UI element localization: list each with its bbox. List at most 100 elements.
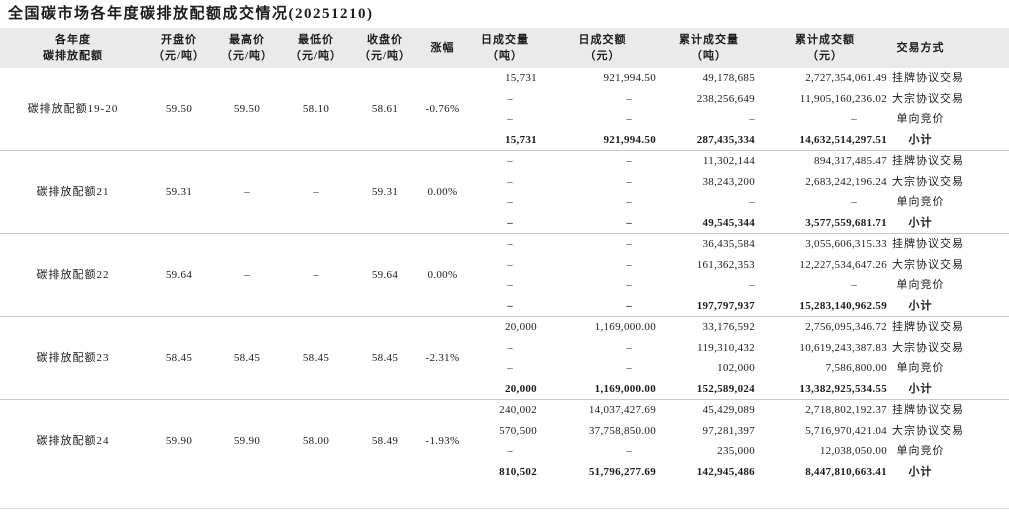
daily-volume-cell: 240,002 [499,404,537,416]
cum-amount-cell: – [851,113,857,125]
daily-volume-cell: – [507,238,513,250]
low-price-cell: – [282,150,350,234]
table-row: – – 102,000 7,586,800.00 单向竞价 [0,358,1009,379]
daily-volume-cell: – [465,212,545,234]
trade-method-cell: 大宗协议交易 [892,258,964,271]
cum-amount-cell: 11,905,160,236.02 [799,92,887,105]
trade-method-cell: 大宗协议交易 [892,175,964,188]
cum-volume-cell: – [749,113,755,125]
trade-method-cell: 单向竞价 [896,196,945,208]
close-price-cell: 58.49 [371,434,399,447]
header-change: 涨幅 [420,28,465,68]
subtotal-row: 810,502 51,796,277.69 142,945,486 8,447,810… [0,462,1009,483]
header-daily-volume: 日成交量 （吨） [465,28,545,68]
cum-volume-cell: 238,256,649 [696,92,755,105]
cum-amount-cell: 2,727,354,061.49 [805,72,887,84]
table-row: – – 38,243,200 2,683,242,196.24 大宗协议交易 [0,172,1009,193]
daily-volume-cell: – [507,362,513,374]
cum-volume-cell: 33,176,592 [702,321,755,333]
subtotal-row: 15,731 921,994.50 287,435,334 14,632,514,29… [0,129,1009,151]
cum-volume-cell: 235,000 [717,445,755,457]
open-price-cell: 59.90 [165,434,193,447]
cum-volume-cell: 36,435,584 [702,238,755,250]
change-cell: -1.93% [425,434,460,447]
daily-amount-cell: 921,994.50 [603,72,656,84]
change-cell: 0.00% [420,150,465,234]
daily-volume-cell: 15,731 [504,72,537,84]
trade-method-cell: 大宗协议交易 [892,92,964,105]
high-price-cell: 58.45 [212,316,282,400]
trade-method-cell: 大宗协议交易 [892,424,964,437]
trade-method-cell: 挂牌协议交易 [892,404,964,416]
trade-method-cell: 挂牌协议交易 [892,155,964,167]
daily-amount-cell: 14,037,427.69 [588,404,656,416]
cum-volume-cell: 102,000 [717,362,755,374]
cum-volume-cell: 45,429,089 [702,404,755,416]
high-price-cell: 59.90 [233,434,261,447]
header-open-price: 开盘价 （元/吨） [146,28,212,68]
cum-volume-cell: – [749,196,755,208]
daily-amount-cell: 1,169,000.00 [545,378,660,400]
daily-volume-cell: 570,500 [499,424,537,437]
close-price-cell: 58.61 [350,68,420,151]
cum-amount-cell: 12,227,534,647.26 [799,258,887,271]
daily-amount-cell: 51,796,277.69 [588,465,656,478]
cum-amount-cell: 2,756,095,346.72 [805,321,887,333]
cum-volume-cell: 197,797,937 [660,295,758,317]
daily-volume-cell: – [507,113,513,125]
low-price-cell: 58.45 [282,316,350,400]
cum-volume-cell: 142,945,486 [696,465,755,478]
header-low-price: 最低价 （元/吨） [282,28,350,68]
year-quota-cell: 碳排放配额24 [36,434,110,447]
table-row: – – – – 单向竞价 [0,109,1009,130]
table-row: 碳排放配额19-20 59.50 59.50 58.10 58.61 -0.76% 15,7… [0,68,1009,151]
cum-volume-cell: 49,545,344 [660,212,758,234]
cum-volume-cell: 152,589,024 [660,378,758,400]
year-quota-cell: 碳排放配额23 [0,316,146,400]
daily-volume-cell: 810,502 [499,465,537,478]
daily-amount-cell: 921,994.50 [545,129,660,151]
cum-amount-cell: 10,619,243,387.83 [799,341,887,354]
trade-method-cell: 小计 [908,465,933,478]
cum-volume-cell: 38,243,200 [702,175,755,188]
cum-amount-cell: 2,683,242,196.24 [805,175,887,188]
close-price-cell: 59.64 [350,233,420,317]
high-price-cell: 59.50 [212,68,282,151]
table-row: – – 235,000 12,038,050.00 单向竞价 [0,441,1009,462]
daily-volume-cell: 20,000 [504,321,537,333]
daily-volume-cell: – [507,92,513,105]
header-trade-method: 交易方式 [892,28,1009,68]
cum-amount-cell: 3,055,606,315.33 [805,238,887,250]
daily-amount-cell: – [545,212,660,234]
daily-amount-cell: – [626,238,632,250]
cum-volume-cell: 287,435,334 [660,129,758,151]
header-year-quota: 各年度 碳排放配额 [0,28,146,68]
header-close-price: 收盘价 （元/吨） [350,28,420,68]
cum-amount-cell: 7,586,800.00 [825,362,887,374]
carbon-trading-table-wrap: 各年度 碳排放配额 开盘价 （元/吨） 最高价 （元/吨） 最低价 （元/吨） 收盘价（… [0,28,1009,509]
table-row: – – 161,362,353 12,227,534,647.26 大宗协议交易 [0,255,1009,276]
carbon-trading-table: 各年度 碳排放配额 开盘价 （元/吨） 最高价 （元/吨） 最低价 （元/吨） 收盘价（… [0,28,1009,482]
open-price-cell: 59.64 [146,233,212,317]
trade-method-cell: 挂牌协议交易 [892,238,964,250]
open-price-cell: 59.31 [146,150,212,234]
high-price-cell: – [212,150,282,234]
daily-volume-cell: 15,731 [465,129,545,151]
trade-method-cell: 单向竞价 [896,113,945,125]
trade-method-cell: 单向竞价 [896,445,945,457]
change-cell: -2.31% [420,316,465,400]
year-quota-cell: 碳排放配额21 [0,150,146,234]
table-body: 碳排放配额19-20 59.50 59.50 58.10 58.61 -0.76% 15,7… [0,68,1009,482]
open-price-cell: 59.50 [146,68,212,151]
cum-amount-cell: 5,716,970,421.04 [805,424,887,437]
year-quota-cell: 碳排放配额19-20 [0,68,146,151]
cum-amount-cell: 15,283,140,962.59 [758,295,892,317]
subtotal-row: 20,000 1,169,000.00 152,589,024 13,382,925,… [0,378,1009,400]
table-row: 碳排放配额23 58.45 58.45 58.45 58.45 -2.31% 20,000 1… [0,316,1009,400]
daily-volume-cell: – [507,445,513,457]
daily-volume-cell: – [507,341,513,354]
table-row: – – – – 单向竞价 [0,192,1009,213]
table-row: – – 119,310,432 10,619,243,387.83 大宗协议交易 [0,338,1009,359]
cum-amount-cell: 2,718,802,192.37 [805,404,887,416]
daily-amount-cell: – [626,113,632,125]
